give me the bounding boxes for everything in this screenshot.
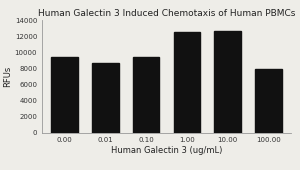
Bar: [133, 57, 159, 133]
Y-axis label: RFUs: RFUs: [3, 66, 12, 87]
Bar: [174, 32, 200, 133]
Title: Human Galectin 3 Induced Chemotaxis of Human PBMCs: Human Galectin 3 Induced Chemotaxis of H…: [38, 9, 295, 18]
Bar: [255, 69, 282, 133]
X-axis label: Human Galectin 3 (ug/mL): Human Galectin 3 (ug/mL): [111, 146, 222, 155]
Bar: [92, 63, 118, 133]
Bar: [214, 31, 241, 133]
Bar: [51, 57, 78, 133]
